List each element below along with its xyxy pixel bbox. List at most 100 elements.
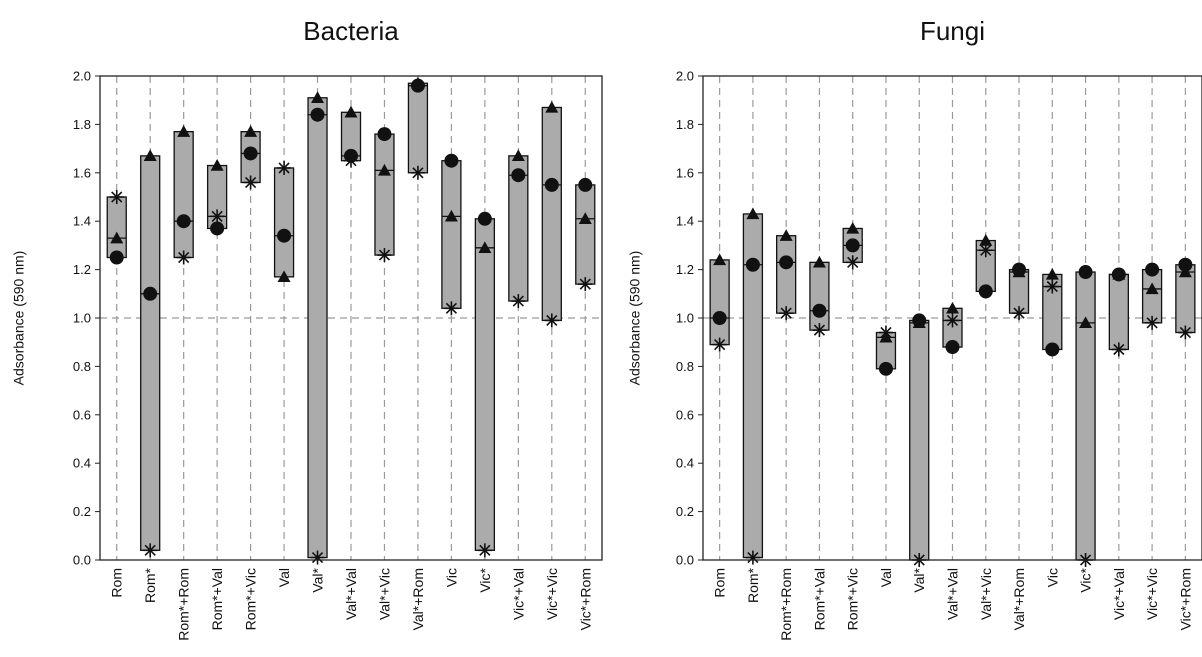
category-label: Val*+Rom: [410, 568, 426, 630]
asterisk-marker: [511, 294, 526, 309]
circle-marker: [912, 313, 927, 328]
asterisk-marker: [410, 165, 425, 180]
range-bar-val-star-plus-vic: [374, 133, 395, 256]
asterisk-stroke: [278, 162, 290, 174]
triangle-marker: [511, 149, 525, 162]
circle-marker: [812, 303, 827, 318]
triangle-marker: [812, 255, 826, 268]
triangle-marker: [244, 125, 258, 137]
circle-marker: [712, 311, 727, 325]
triangle-marker: [846, 221, 860, 234]
asterisk-marker: [578, 277, 593, 292]
circle-marker: [477, 211, 492, 226]
range-bar-vic: [441, 160, 462, 309]
asterisk-stroke: [747, 551, 759, 564]
category-label: Rom*+Val: [209, 568, 225, 630]
range-bar-rom-star-plus-val: [809, 261, 830, 331]
circle-marker: [1012, 262, 1027, 277]
triangle-marker: [946, 301, 959, 314]
asterisk-marker: [1045, 279, 1060, 294]
category-label: Vic: [1044, 568, 1060, 587]
range-bar-vic-star-plus-vic: [541, 106, 562, 322]
y-tick-label: 1.0: [73, 311, 91, 326]
range-bar-vic-star-plus-vic: [1141, 268, 1163, 324]
y-tick-label: 1.6: [676, 165, 694, 180]
y-axis-label: Adsorbance (590 nm): [11, 251, 27, 386]
y-tick-label: 0.0: [676, 553, 694, 568]
triangle-marker: [143, 149, 157, 162]
asterisk-stroke: [178, 251, 190, 264]
circle-marker: [243, 146, 258, 161]
category-label: Val*: [310, 567, 326, 592]
category-label: Vic*: [1078, 567, 1094, 592]
circle-marker: [1045, 342, 1060, 357]
range-bar-rom-star: [140, 155, 161, 551]
asterisk-stroke: [512, 295, 524, 307]
triangle-marker: [1145, 282, 1159, 295]
y-tick-label: 0.0: [73, 553, 91, 568]
triangle-marker: [979, 234, 993, 246]
category-label: Vic*+Val: [1111, 568, 1127, 620]
circle-marker: [176, 214, 191, 229]
category-label: Vic*+Vic: [544, 568, 560, 620]
y-tick-label: 1.0: [676, 311, 694, 326]
chart-title: Bacteria: [303, 16, 399, 46]
range-bar-rom: [709, 259, 730, 346]
chart-title: Fungi: [920, 16, 985, 46]
category-label: Val*+Vic: [978, 568, 994, 620]
range-bar-vic-star: [474, 218, 496, 551]
category-label: Rom*+Vic: [845, 568, 861, 630]
asterisk-marker: [210, 209, 225, 224]
circle-marker: [1111, 267, 1126, 282]
circle-marker: [143, 286, 158, 301]
triangle-marker: [478, 241, 492, 254]
category-label: Vic*: [477, 567, 493, 592]
asterisk-marker: [1111, 342, 1126, 357]
category-label: Rom*+Rom: [778, 568, 794, 641]
y-tick-label: 0.4: [676, 456, 694, 471]
y-tick-label: 0.6: [73, 407, 91, 422]
asterisk-marker: [812, 323, 827, 338]
triangle-marker: [746, 207, 760, 220]
circle-marker: [779, 255, 794, 270]
asterisk-stroke: [445, 302, 458, 314]
category-label: Rom*+Rom: [176, 568, 192, 641]
triangle-marker: [444, 209, 458, 222]
asterisk-stroke: [378, 249, 391, 261]
bacteria-panel: Bacteria Adsorbance (590 nm) 0.0 0.2 0.4 0.6 0…: [11, 16, 603, 641]
triangle-marker: [578, 212, 592, 224]
asterisk-marker: [277, 160, 292, 175]
asterisk-marker: [310, 550, 325, 565]
category-label: Val*+Vic: [376, 568, 392, 620]
asterisk-marker: [444, 301, 459, 316]
plot-frame: [702, 75, 1202, 561]
triangle-marker: [1079, 316, 1093, 329]
y-tick-label: 1.4: [676, 214, 694, 229]
asterisk-marker: [176, 250, 191, 265]
triangle-marker: [177, 125, 191, 137]
category-label: Val*+Val: [945, 568, 961, 620]
range-bar-vic-star: [1075, 271, 1096, 561]
asterisk-stroke: [311, 551, 324, 564]
range-bar-val-star-plus-rom: [407, 82, 429, 174]
circle-marker: [344, 148, 358, 163]
asterisk-marker: [779, 306, 794, 321]
range-bar-val: [273, 167, 295, 278]
asterisk-marker: [1178, 325, 1193, 340]
triangle-marker: [779, 229, 793, 241]
y-tick-label: 0.2: [676, 504, 694, 519]
y-tick-label: 2.0: [73, 69, 91, 84]
category-label: Rom: [109, 568, 125, 598]
fungi-panel: Fungi Adsorbance (590 nm) 0.0 0.2 0.4 0.6 0.8 1…: [627, 16, 1202, 641]
range-bar-val-star: [909, 319, 930, 561]
y-tick-label: 0.2: [73, 504, 91, 519]
asterisk-stroke: [1146, 317, 1158, 329]
range-bar-val-star: [307, 97, 328, 559]
asterisk-stroke: [847, 256, 859, 268]
asterisk-marker: [143, 543, 158, 558]
circle-marker: [945, 340, 960, 355]
category-label: Vic*+Rom: [577, 568, 593, 630]
range-bar-rom: [106, 196, 127, 259]
circle-marker: [578, 177, 593, 192]
